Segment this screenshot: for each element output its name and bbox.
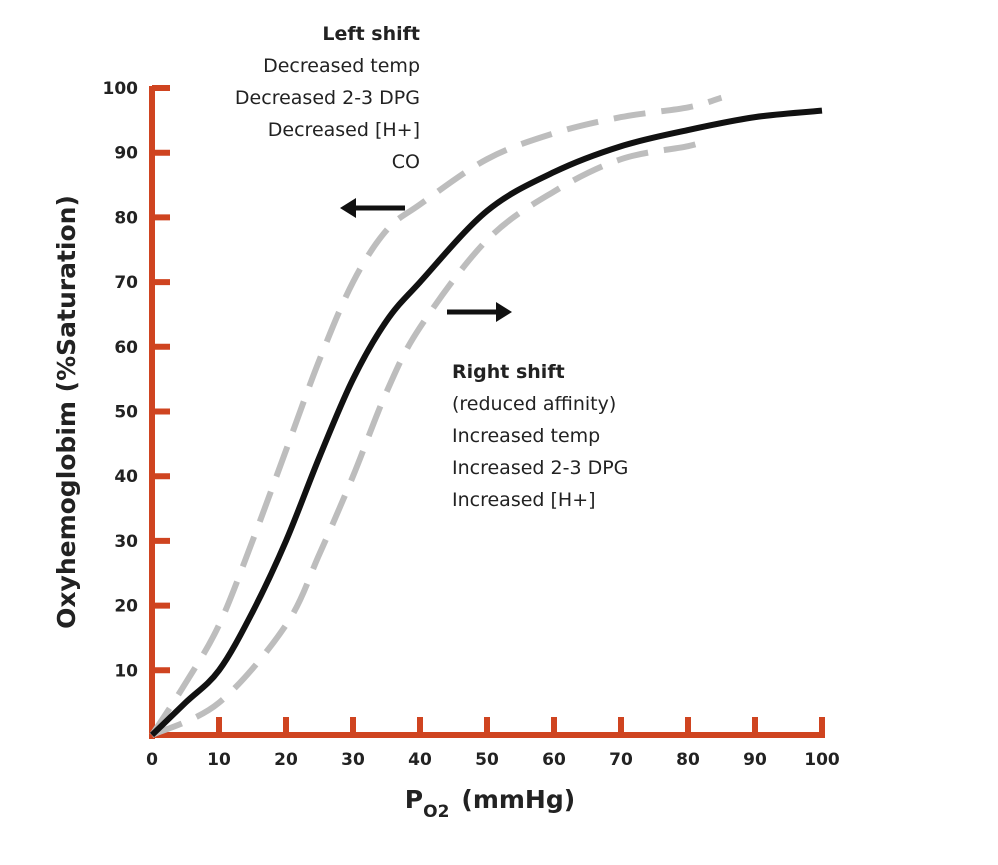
x-tick-label: 10 (207, 750, 231, 770)
x-tick-label: 0 (146, 750, 158, 770)
annotation: Decreased 2-3 DPG (235, 87, 420, 109)
y-tick-label: 90 (114, 144, 138, 164)
annotation: Increased temp (452, 425, 600, 447)
y-tick-label: 40 (114, 467, 138, 487)
annotation: (reduced affinity) (452, 393, 616, 415)
y-tick-label: 30 (114, 532, 138, 552)
x-label-sub: O2 (423, 802, 449, 822)
shifted-curve (150, 136, 710, 738)
arrows (340, 198, 512, 322)
y-tick-label: 10 (114, 661, 138, 681)
x-label-base: P (405, 785, 423, 814)
x-tick-label: 50 (475, 750, 499, 770)
x-tick-label: 60 (542, 750, 566, 770)
annotation: Increased 2-3 DPG (452, 457, 628, 479)
x-tick-label: 70 (609, 750, 633, 770)
x-tick-label: 90 (743, 750, 767, 770)
annotation: CO (392, 151, 420, 173)
annotation: Left shift (322, 23, 420, 45)
annotation: Increased [H+] (452, 489, 596, 511)
y-axis-label: Oxyhemoglobim (%Saturation) (52, 195, 81, 629)
y-tick-label: 20 (114, 597, 138, 617)
annotation: Decreased [H+] (268, 119, 420, 141)
x-tick-label: 40 (408, 750, 432, 770)
y-tick-label: 100 (103, 79, 139, 99)
shifted-curve (149, 94, 723, 737)
x-axis-label: PO2 (mmHg) (405, 785, 575, 822)
y-tick-label: 50 (114, 403, 138, 423)
annotation: Decreased temp (263, 55, 420, 77)
x-tick-label: 100 (804, 750, 840, 770)
x-label-unit: (mmHg) (461, 785, 575, 814)
dissociation-curve (149, 107, 823, 738)
x-tick-label: 20 (274, 750, 298, 770)
x-tick-label: 80 (676, 750, 700, 770)
annotation: Right shift (452, 361, 565, 383)
y-tick-label: 70 (114, 273, 138, 293)
y-tick-label: 80 (114, 208, 138, 228)
x-tick-label: 30 (341, 750, 365, 770)
y-tick-label: 60 (114, 338, 138, 358)
